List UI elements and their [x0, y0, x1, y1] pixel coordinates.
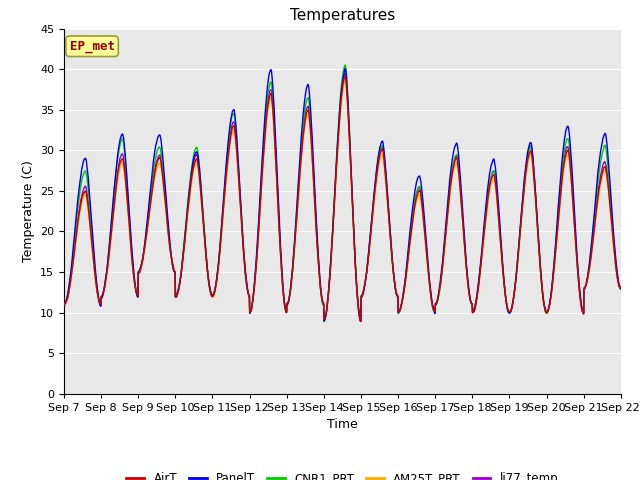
PanelT [359, 291, 367, 297]
li77_temp [568, 184, 576, 190]
AM25T_PRT [357, 318, 365, 324]
PanelT [617, 286, 625, 292]
AM25T_PRT [60, 302, 68, 308]
AM25T_PRT [568, 190, 576, 195]
CNR1_PRT [341, 62, 349, 68]
li77_temp [505, 309, 513, 315]
AirT [359, 290, 367, 296]
X-axis label: Time: Time [327, 418, 358, 431]
PanelT [505, 309, 513, 315]
PanelT [60, 301, 68, 307]
Text: EP_met: EP_met [70, 40, 115, 53]
Legend: AirT, PanelT, CNR1_PRT, AM25T_PRT, li77_temp: AirT, PanelT, CNR1_PRT, AM25T_PRT, li77_… [122, 468, 563, 480]
CNR1_PRT [216, 252, 223, 258]
AirT [60, 300, 68, 306]
CNR1_PRT [584, 273, 591, 279]
Line: CNR1_PRT: CNR1_PRT [64, 65, 621, 322]
Line: AirT: AirT [64, 77, 621, 322]
AM25T_PRT [505, 309, 513, 315]
PanelT [216, 252, 223, 257]
AM25T_PRT [371, 190, 379, 196]
AM25T_PRT [342, 77, 349, 83]
AirT [505, 308, 513, 314]
li77_temp [617, 284, 625, 289]
li77_temp [341, 71, 349, 76]
li77_temp [584, 277, 591, 283]
AirT [371, 187, 379, 193]
PanelT [371, 181, 379, 187]
Line: AM25T_PRT: AM25T_PRT [64, 80, 621, 321]
AirT [584, 275, 591, 281]
AM25T_PRT [216, 256, 223, 262]
AirT [341, 74, 349, 80]
li77_temp [371, 183, 379, 189]
AM25T_PRT [617, 286, 625, 292]
CNR1_PRT [505, 310, 513, 315]
AirT [568, 187, 576, 193]
CNR1_PRT [371, 183, 379, 189]
Line: li77_temp: li77_temp [64, 73, 621, 322]
Title: Temperatures: Temperatures [290, 9, 395, 24]
CNR1_PRT [320, 319, 328, 324]
Line: PanelT: PanelT [64, 69, 621, 321]
li77_temp [359, 290, 367, 296]
AirT [617, 285, 625, 291]
li77_temp [216, 254, 223, 260]
CNR1_PRT [617, 285, 625, 290]
PanelT [568, 168, 576, 173]
AirT [357, 319, 365, 324]
CNR1_PRT [60, 300, 68, 306]
Y-axis label: Temperature (C): Temperature (C) [22, 160, 35, 262]
PanelT [584, 275, 591, 280]
CNR1_PRT [359, 289, 367, 295]
PanelT [342, 66, 349, 72]
CNR1_PRT [568, 179, 576, 184]
AirT [216, 255, 223, 261]
li77_temp [60, 303, 68, 309]
PanelT [321, 318, 328, 324]
AM25T_PRT [584, 276, 591, 282]
AM25T_PRT [359, 291, 367, 297]
li77_temp [356, 319, 364, 324]
